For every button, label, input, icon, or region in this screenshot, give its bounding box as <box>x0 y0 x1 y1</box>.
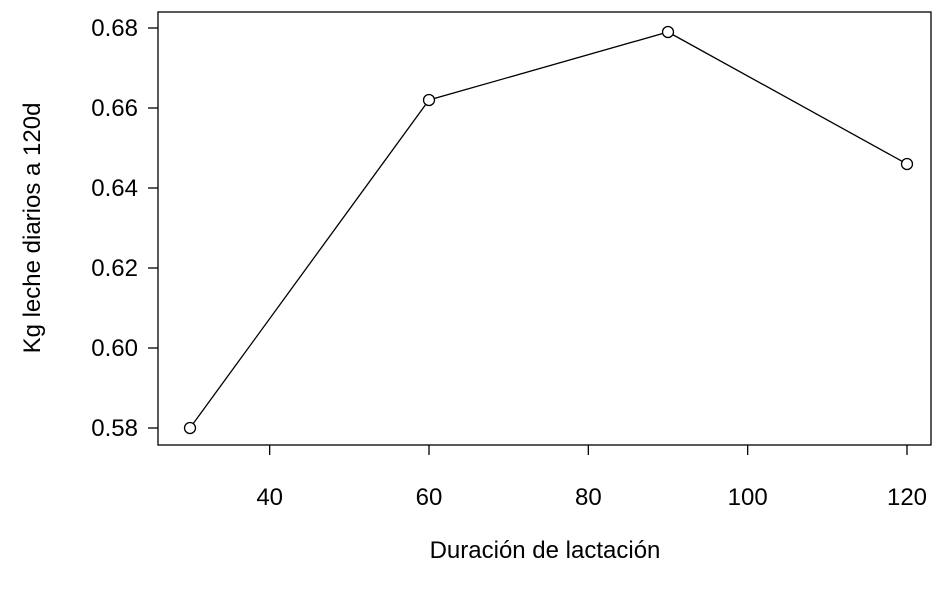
data-point <box>183 421 197 435</box>
y-tick-label: 0.60 <box>91 335 138 362</box>
y-tick-label: 0.62 <box>91 255 138 282</box>
x-tick-label: 40 <box>256 484 283 511</box>
x-tick-label: 100 <box>728 484 768 511</box>
y-axis-title: Kg leche diarios a 120d <box>19 103 46 354</box>
y-tick-label: 0.66 <box>91 95 138 122</box>
y-tick-label: 0.58 <box>91 415 138 442</box>
series-group <box>183 25 914 435</box>
data-point <box>422 93 436 107</box>
x-axis-title: Duración de lactación <box>430 537 661 564</box>
y-axis: 0.58 0.60 0.62 0.64 0.66 0.68 <box>91 15 158 442</box>
x-axis: 40 60 80 100 120 <box>256 445 927 511</box>
x-tick-label: 80 <box>575 484 602 511</box>
x-tick-label: 120 <box>887 484 927 511</box>
data-point <box>900 157 914 171</box>
plot-area-frame <box>157 11 932 446</box>
x-tick-label: 60 <box>416 484 443 511</box>
series-line <box>189 31 908 429</box>
y-tick-label: 0.64 <box>91 175 138 202</box>
y-tick-label: 0.68 <box>91 15 138 42</box>
data-point <box>661 25 675 39</box>
